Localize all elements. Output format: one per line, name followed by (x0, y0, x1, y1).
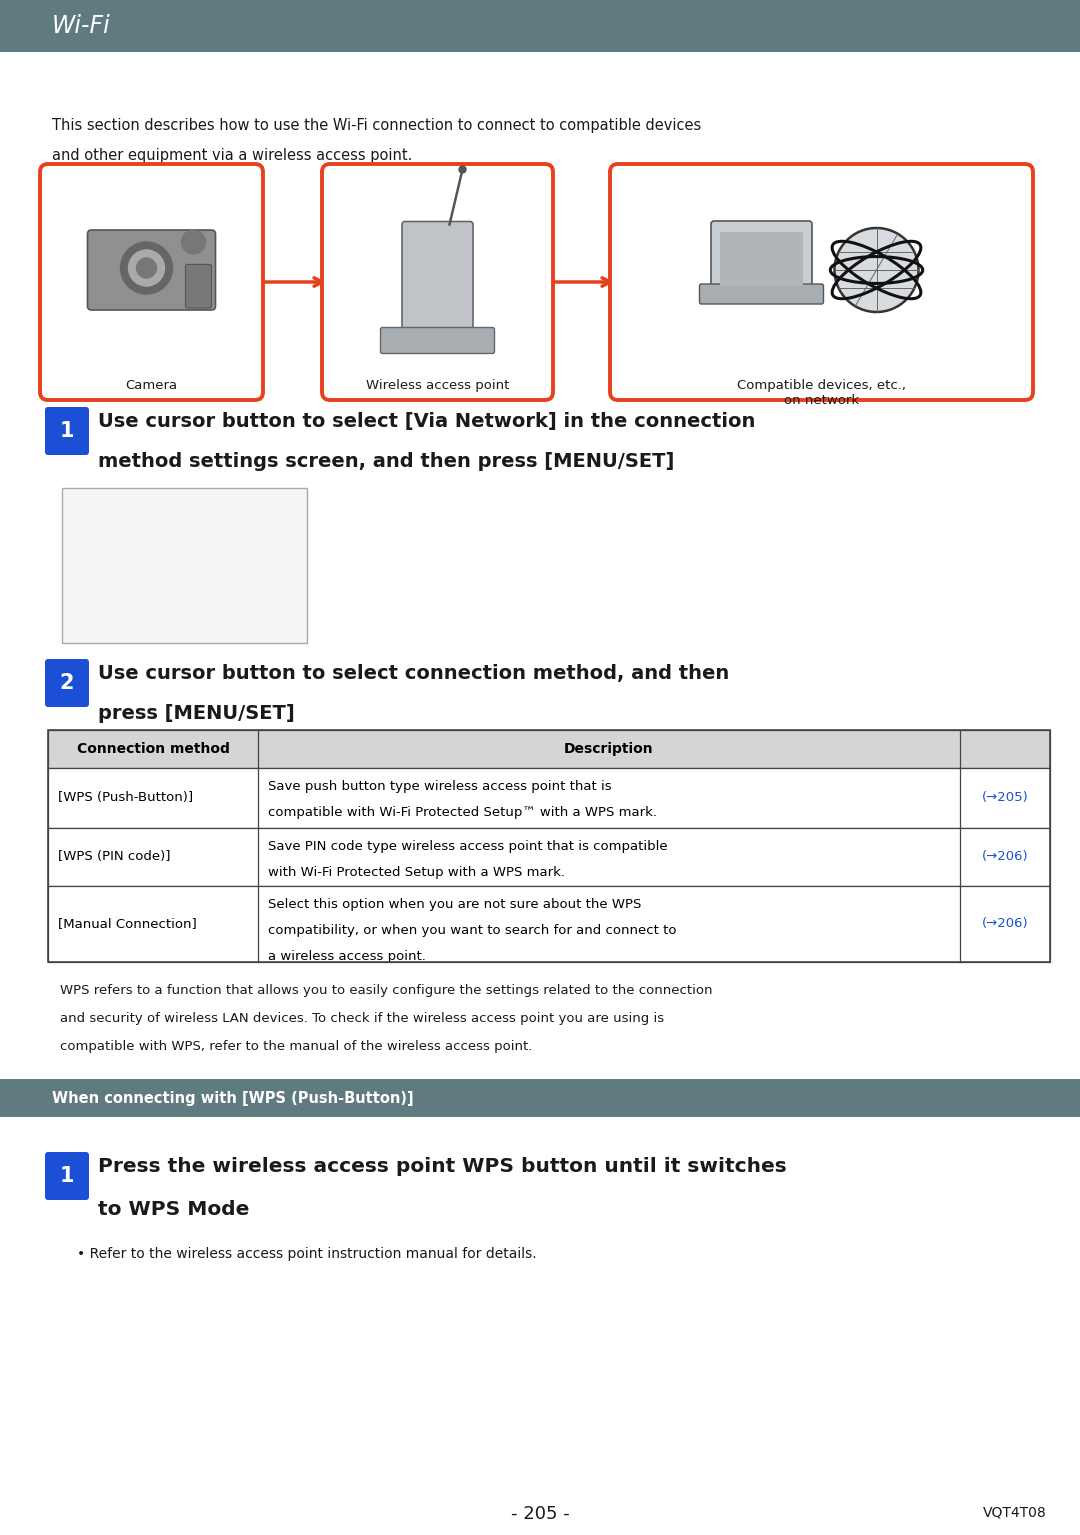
Bar (48, 827, 1050, 886)
Text: Save PIN code type wireless access point that is compatible: Save PIN code type wireless access point… (268, 840, 667, 853)
FancyBboxPatch shape (711, 221, 812, 295)
Text: compatible with WPS, refer to the manual of the wireless access point.: compatible with WPS, refer to the manual… (60, 1041, 532, 1053)
Text: with Wi-Fi Protected Setup with a WPS mark.: with Wi-Fi Protected Setup with a WPS ma… (268, 866, 565, 880)
FancyBboxPatch shape (402, 221, 473, 333)
Text: Wi-Fi: Wi-Fi (52, 14, 111, 38)
Text: [WPS (Push-Button)]: [WPS (Push-Button)] (58, 792, 193, 804)
Circle shape (121, 243, 173, 295)
Text: [WPS (PIN code)]: [WPS (PIN code)] (58, 850, 171, 864)
Text: 1: 1 (59, 421, 75, 441)
Text: [Manual Connection]: [Manual Connection] (58, 918, 197, 930)
Text: and other equipment via a wireless access point.: and other equipment via a wireless acces… (52, 147, 413, 163)
Text: - 205 -: - 205 - (511, 1504, 569, 1523)
Text: (→206): (→206) (982, 850, 1028, 864)
FancyBboxPatch shape (322, 164, 553, 401)
Text: Use cursor button to select [Via Network] in the connection: Use cursor button to select [Via Network… (98, 411, 755, 431)
FancyBboxPatch shape (700, 284, 824, 304)
Text: and security of wireless LAN devices. To check if the wireless access point you : and security of wireless LAN devices. To… (60, 1012, 664, 1025)
Text: Compatible devices, etc.,
on network: Compatible devices, etc., on network (737, 379, 906, 407)
Text: compatibility, or when you want to search for and connect to: compatibility, or when you want to searc… (268, 924, 676, 936)
FancyBboxPatch shape (610, 164, 1032, 401)
Text: Description: Description (564, 741, 653, 757)
Circle shape (129, 250, 164, 286)
Text: press [MENU/SET]: press [MENU/SET] (98, 705, 295, 723)
Text: (→205): (→205) (982, 792, 1028, 804)
Circle shape (835, 229, 918, 312)
FancyBboxPatch shape (40, 164, 264, 401)
Text: Select this option when you are not sure about the WPS: Select this option when you are not sure… (268, 898, 642, 910)
Text: VQT4T08: VQT4T08 (983, 1504, 1047, 1520)
FancyBboxPatch shape (45, 407, 89, 454)
FancyBboxPatch shape (45, 659, 89, 708)
Text: 1: 1 (59, 1167, 75, 1187)
Text: Press the wireless access point WPS button until it switches: Press the wireless access point WPS butt… (98, 1157, 786, 1176)
Text: compatible with Wi-Fi Protected Setup™ with a WPS mark.: compatible with Wi-Fi Protected Setup™ w… (268, 806, 657, 820)
Text: Use cursor button to select connection method, and then: Use cursor button to select connection m… (98, 665, 729, 683)
Text: WPS refers to a function that allows you to easily configure the settings relate: WPS refers to a function that allows you… (60, 984, 713, 998)
Bar (0, 0, 1080, 52)
Text: Wireless access point: Wireless access point (366, 379, 509, 391)
Text: Camera: Camera (125, 379, 177, 391)
FancyBboxPatch shape (380, 327, 495, 353)
Text: a wireless access point.: a wireless access point. (268, 950, 426, 962)
Circle shape (459, 166, 465, 173)
Text: Save push button type wireless access point that is: Save push button type wireless access po… (268, 780, 611, 794)
Circle shape (136, 258, 157, 278)
Bar (48, 768, 1050, 827)
Bar (720, 232, 804, 286)
Bar (48, 886, 1050, 962)
FancyBboxPatch shape (186, 264, 212, 309)
Text: When connecting with [WPS (Push-Button)]: When connecting with [WPS (Push-Button)] (52, 1090, 414, 1105)
Bar (48, 731, 1050, 768)
Text: Connection method: Connection method (77, 741, 229, 757)
Text: • Refer to the wireless access point instruction manual for details.: • Refer to the wireless access point ins… (77, 1246, 537, 1260)
Bar (0, 1079, 1080, 1117)
Bar (62, 488, 307, 643)
Text: method settings screen, and then press [MENU/SET]: method settings screen, and then press [… (98, 451, 674, 471)
Text: to WPS Mode: to WPS Mode (98, 1200, 249, 1219)
Text: (→206): (→206) (982, 918, 1028, 930)
Bar (48, 731, 1050, 962)
Circle shape (181, 230, 205, 253)
FancyBboxPatch shape (87, 230, 216, 310)
Text: This section describes how to use the Wi-Fi connection to connect to compatible : This section describes how to use the Wi… (52, 118, 701, 134)
FancyBboxPatch shape (45, 1151, 89, 1200)
Text: 2: 2 (59, 672, 75, 692)
